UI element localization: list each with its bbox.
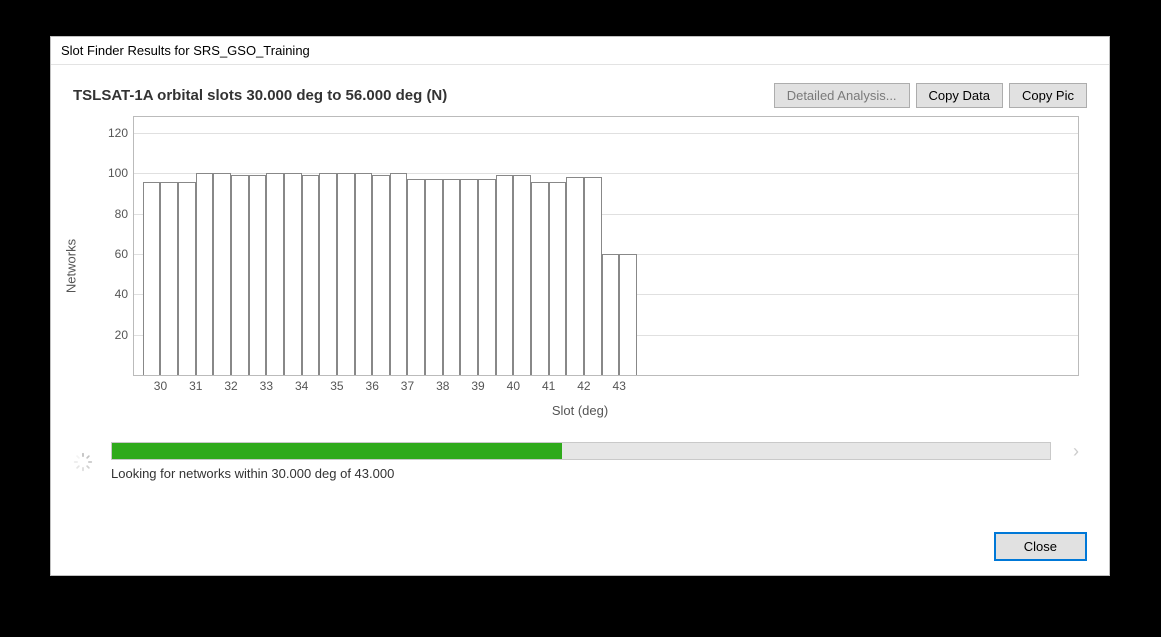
bar — [549, 182, 567, 376]
bar — [531, 182, 549, 376]
bar — [407, 179, 425, 375]
spinner-icon — [73, 452, 93, 472]
bar — [178, 182, 196, 376]
bar — [390, 173, 408, 375]
bar — [372, 175, 390, 375]
bar — [302, 175, 320, 375]
chart-ylabel: Networks — [64, 239, 79, 293]
bar — [443, 179, 461, 375]
bar — [619, 254, 637, 375]
ytick-label: 60 — [115, 247, 134, 261]
xtick-label: 31 — [189, 375, 202, 393]
xtick-label: 36 — [366, 375, 379, 393]
bar — [266, 173, 284, 375]
bar — [337, 173, 355, 375]
detailed-analysis-button: Detailed Analysis... — [774, 83, 910, 108]
xtick-label: 32 — [224, 375, 237, 393]
slot-finder-window: Slot Finder Results for SRS_GSO_Training… — [50, 36, 1110, 576]
xtick-label: 35 — [330, 375, 343, 393]
xtick-label: 40 — [507, 375, 520, 393]
bar — [584, 177, 602, 375]
bar — [602, 254, 620, 375]
chart-area: Networks 2040608010012030313233343536373… — [73, 116, 1087, 416]
xtick-label: 42 — [577, 375, 590, 393]
footer-row: Close — [73, 514, 1087, 561]
chart-xlabel: Slot (deg) — [552, 403, 608, 418]
bar — [496, 175, 514, 375]
bar — [478, 179, 496, 375]
bar — [284, 173, 302, 375]
bar — [143, 182, 161, 376]
copy-data-button[interactable]: Copy Data — [916, 83, 1003, 108]
ytick-label: 120 — [108, 126, 134, 140]
xtick-label: 39 — [471, 375, 484, 393]
ytick-label: 40 — [115, 287, 134, 301]
progress-row: Looking for networks within 30.000 deg o… — [73, 442, 1087, 481]
window-content: TSLSAT-1A orbital slots 30.000 deg to 56… — [51, 65, 1109, 575]
close-button[interactable]: Close — [994, 532, 1087, 561]
copy-pic-button[interactable]: Copy Pic — [1009, 83, 1087, 108]
xtick-label: 33 — [260, 375, 273, 393]
bar — [425, 179, 443, 375]
bar — [213, 173, 231, 375]
progress-fill — [112, 443, 562, 459]
window-titlebar[interactable]: Slot Finder Results for SRS_GSO_Training — [51, 37, 1109, 65]
bar — [231, 175, 249, 375]
header-row: TSLSAT-1A orbital slots 30.000 deg to 56… — [73, 83, 1087, 108]
xtick-label: 41 — [542, 375, 555, 393]
bar — [566, 177, 584, 375]
xtick-label: 34 — [295, 375, 308, 393]
bar — [249, 175, 267, 375]
grid-line — [134, 133, 1078, 134]
xtick-label: 43 — [613, 375, 626, 393]
ytick-label: 100 — [108, 166, 134, 180]
progress-bar — [111, 442, 1051, 460]
xtick-label: 38 — [436, 375, 449, 393]
ytick-label: 80 — [115, 207, 134, 221]
forward-arrow-icon: › — [1073, 442, 1087, 460]
window-title: Slot Finder Results for SRS_GSO_Training — [61, 43, 310, 58]
chart-title: TSLSAT-1A orbital slots 30.000 deg to 56… — [73, 87, 447, 104]
xtick-label: 37 — [401, 375, 414, 393]
bar — [460, 179, 478, 375]
xtick-label: 30 — [154, 375, 167, 393]
bar — [319, 173, 337, 375]
chart-plot: 2040608010012030313233343536373839404142… — [133, 116, 1079, 376]
bar — [196, 173, 214, 375]
status-text: Looking for networks within 30.000 deg o… — [111, 466, 1051, 481]
bar — [160, 182, 178, 376]
ytick-label: 20 — [115, 328, 134, 342]
bar — [355, 173, 373, 375]
header-buttons: Detailed Analysis... Copy Data Copy Pic — [774, 83, 1087, 108]
bar — [513, 175, 531, 375]
progress-column: Looking for networks within 30.000 deg o… — [111, 442, 1051, 481]
